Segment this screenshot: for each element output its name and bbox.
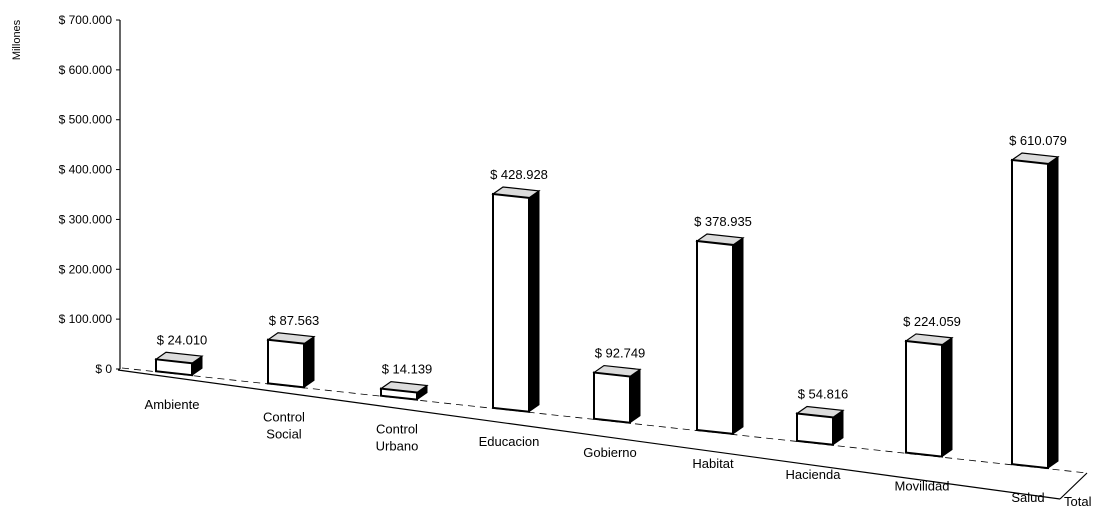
bar: [1011, 158, 1049, 470]
bar-side: [941, 336, 953, 458]
x-tick-label: Social: [266, 426, 302, 441]
x-tick-label: Salud: [1011, 490, 1044, 505]
bar-side: [528, 189, 540, 413]
y-tick-label: $ 0: [95, 362, 112, 376]
data-label: $ 54.816: [798, 386, 849, 401]
x-tick-label: Habitat: [692, 456, 734, 471]
y-tick-label: $ 200.000: [59, 262, 113, 276]
y-tick-label: $ 500.000: [59, 113, 113, 127]
y-tick-label: $ 100.000: [59, 312, 113, 326]
bar-side: [303, 335, 315, 389]
y-tick-label: $ 600.000: [59, 63, 113, 77]
x-tick-label: Control: [376, 422, 418, 437]
bar-side: [1047, 155, 1059, 470]
x-tick-label: Control: [263, 409, 305, 424]
x-tick-label: Educacion: [479, 434, 540, 449]
y-tick-label: $ 400.000: [59, 163, 113, 177]
x-tick-label: Hacienda: [786, 467, 842, 482]
data-label: $ 87.563: [269, 313, 320, 328]
bar: [267, 338, 305, 389]
bar: [593, 371, 631, 424]
bar: [905, 339, 943, 458]
floor-right-edge: [1059, 472, 1088, 500]
y-tick-label: $ 700.000: [59, 13, 113, 27]
data-label: $ 224.059: [903, 314, 961, 329]
data-label: $ 92.749: [595, 346, 646, 361]
data-label: $ 428.928: [490, 167, 548, 182]
data-label: $ 610.079: [1009, 133, 1067, 148]
data-label: $ 24.010: [157, 332, 208, 347]
x-tick-label: Urbano: [376, 439, 419, 454]
bar: [155, 358, 193, 377]
y-tick-label: $ 300.000: [59, 212, 113, 226]
bar-side: [629, 368, 641, 424]
x-tick-label: Movilidad: [895, 479, 950, 494]
data-label: $ 378.935: [694, 214, 752, 229]
y-axis-title: Millones: [11, 19, 23, 60]
bar: [492, 192, 530, 413]
data-label: $ 14.139: [382, 362, 433, 377]
bar: [796, 412, 834, 446]
bar-side: [732, 236, 744, 435]
x-tick-label: Ambiente: [145, 397, 200, 412]
floor-front-edge: [117, 369, 1061, 500]
bar: [696, 239, 734, 435]
bar: [380, 387, 418, 401]
series-label: Total: [1064, 494, 1092, 509]
x-tick-label: Gobierno: [583, 445, 636, 460]
